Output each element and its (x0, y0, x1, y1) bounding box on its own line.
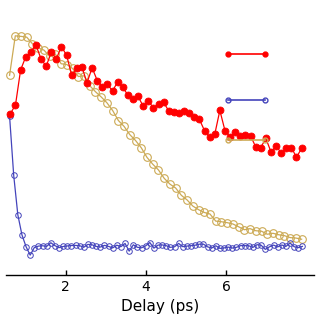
X-axis label: Delay (ps): Delay (ps) (121, 300, 199, 315)
